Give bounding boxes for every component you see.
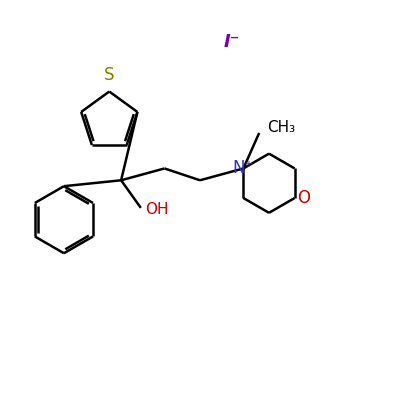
Text: CH₃: CH₃ <box>267 120 295 134</box>
Text: O: O <box>297 189 310 207</box>
Text: N⁺: N⁺ <box>233 160 254 178</box>
Text: S: S <box>104 66 114 84</box>
Text: OH: OH <box>146 202 169 217</box>
Text: I⁻: I⁻ <box>224 33 240 51</box>
